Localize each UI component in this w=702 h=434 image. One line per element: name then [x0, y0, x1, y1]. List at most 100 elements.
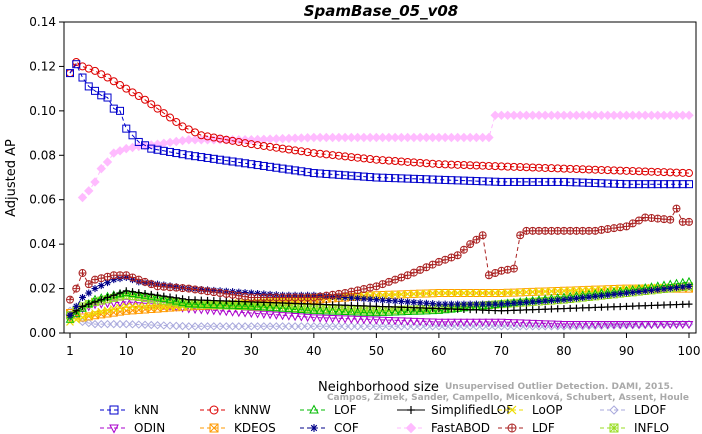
data-point-cof: [97, 282, 105, 290]
data-point-simplifiedlof: [516, 306, 524, 314]
data-point-fastabod: [590, 110, 600, 121]
data-point-ldof: [440, 322, 450, 331]
data-point-ldf: [666, 215, 675, 224]
x-tick-label: 10: [119, 344, 134, 358]
data-point-odin: [553, 320, 563, 329]
data-point-knn: [184, 151, 193, 160]
data-point-knnw: [341, 152, 350, 161]
data-point-knnw: [209, 133, 218, 142]
data-point-ldof: [390, 322, 400, 331]
data-point-odin: [534, 320, 544, 329]
data-point-ldof: [215, 322, 225, 331]
data-point-knn: [685, 180, 693, 189]
data-point-simplifiedlof: [510, 306, 518, 314]
legend-item-odin: ODIN: [100, 421, 165, 434]
data-point-knn: [72, 60, 81, 69]
data-point-knnw: [372, 155, 381, 164]
credit-line-1: Unsupervised Outlier Detection. DAMI, 20…: [445, 382, 673, 392]
data-point-simplifiedlof: [666, 301, 674, 309]
data-point-knnw: [97, 70, 106, 79]
data-point-knnw: [203, 132, 212, 141]
data-point-knn: [241, 159, 250, 168]
legend-label-knnw: kNNW: [234, 403, 271, 417]
data-point-knnw: [316, 149, 325, 158]
data-point-simplifiedlof: [166, 293, 174, 301]
data-point-knn: [409, 174, 418, 183]
data-point-knn: [447, 176, 456, 185]
data-point-ldof: [309, 322, 319, 331]
data-point-ldof: [415, 322, 425, 331]
data-point-ldof: [315, 322, 325, 331]
data-point-fastabod: [459, 132, 469, 143]
data-point-ldof: [397, 322, 406, 331]
data-point-simplifiedlof: [685, 300, 693, 308]
data-point-knn: [303, 168, 312, 177]
data-point-lof: [71, 309, 81, 318]
data-point-ldof: [572, 321, 581, 331]
data-point-knn: [284, 165, 293, 174]
data-point-loop: [453, 289, 462, 297]
data-point-loop: [378, 291, 387, 299]
data-point-knnw: [366, 155, 375, 164]
data-point-ldof: [403, 322, 412, 331]
data-point-ldof: [147, 320, 156, 330]
data-point-knnw: [541, 163, 550, 172]
data-point-lof: [403, 306, 412, 316]
data-point-loop: [434, 289, 443, 297]
data-point-ldof: [259, 322, 269, 331]
data-point-fastabod: [484, 132, 494, 143]
data-point-simplifiedlof: [147, 290, 155, 298]
data-point-odin: [390, 317, 400, 326]
data-point-cof: [591, 292, 599, 300]
data-point-ldof: [509, 322, 519, 331]
data-point-odin: [415, 318, 425, 327]
data-point-fastabod: [671, 110, 682, 121]
data-point-fastabod: [496, 110, 507, 121]
data-point-knn: [659, 180, 668, 189]
data-point-knn: [347, 171, 356, 180]
data-point-ldof: [428, 322, 437, 331]
data-point-knnw: [91, 66, 100, 75]
data-point-ldof: [153, 321, 162, 330]
data-point-knnw: [109, 77, 118, 86]
data-point-ldof: [109, 319, 118, 329]
data-point-fastabod: [540, 110, 550, 121]
data-point-knnw: [191, 128, 200, 137]
data-point-knn: [647, 180, 656, 189]
plot-marks: [65, 57, 694, 331]
data-point-cof: [572, 294, 580, 302]
data-point-fastabod: [552, 110, 563, 121]
data-point-knn: [666, 180, 675, 189]
legend-label-loop: LoOP: [532, 403, 563, 417]
data-point-loop: [535, 287, 543, 296]
data-point-knn: [566, 178, 575, 187]
data-point-fastabod: [490, 110, 500, 121]
data-point-odin: [303, 313, 312, 323]
data-point-knn: [297, 167, 306, 176]
data-point-fastabod: [102, 157, 113, 167]
data-point-ldof: [122, 319, 131, 329]
data-point-knnw: [159, 109, 168, 118]
data-point-cof: [666, 284, 674, 292]
data-point-knn: [197, 153, 206, 162]
data-point-knn: [572, 178, 581, 187]
data-point-fastabod: [515, 110, 525, 121]
data-point-odin: [547, 320, 556, 329]
y-tick-label: 0.04: [29, 237, 56, 251]
data-point-simplifiedlof: [660, 301, 668, 309]
data-point-knn: [497, 177, 506, 186]
data-point-ldof: [534, 322, 544, 331]
data-point-simplifiedlof: [316, 300, 324, 308]
data-point-loop: [78, 313, 87, 322]
data-point-knnw: [453, 160, 462, 169]
data-point-ldof: [378, 322, 387, 331]
data-point-odin: [528, 319, 538, 329]
data-point-cof: [629, 288, 637, 296]
data-point-odin: [228, 308, 237, 317]
legend-marker-cof: [310, 424, 318, 432]
data-point-knn: [322, 169, 331, 178]
data-point-fastabod: [596, 110, 607, 121]
data-point-lof: [171, 296, 181, 305]
data-point-fastabod: [415, 132, 425, 143]
data-point-knn: [422, 175, 431, 184]
